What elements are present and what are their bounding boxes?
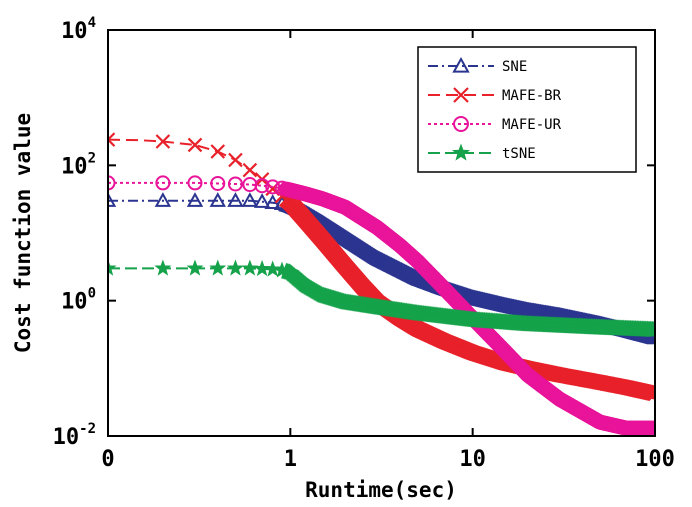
plot-frame [107,29,656,437]
data-point [187,175,203,191]
x-tick-label: 100 [635,447,675,472]
data-point [451,143,471,161]
y-axis-label: Cost function value [11,113,35,353]
data-point [210,144,226,159]
data-point [646,329,655,345]
data-point [227,192,244,207]
y-tick-label: 100 [61,286,96,315]
legend-item-mafe-ur: MAFE-UR [428,116,562,133]
legend-item-sne: SNE [428,56,527,75]
data-point [155,175,171,191]
data-point [187,137,203,153]
x-tick-label: 10 [459,447,486,472]
data-point [646,320,655,338]
data-point [226,259,244,276]
data-point [647,386,655,402]
data-point [210,175,226,191]
data-point [155,134,171,149]
y-tick-label: 102 [61,150,96,179]
data-point [227,176,243,192]
data-point [154,259,172,276]
legend-item-mafe-br: MAFE-BR [428,87,562,104]
legend-label: tSNE [502,146,536,162]
x-tick-label: 1 [284,447,297,472]
y-tick-label: 10-2 [53,421,96,450]
series-layer [108,132,655,436]
x-axis-label: Runtime(sec) [305,478,457,502]
y-tick-label: 104 [61,15,96,44]
data-point [228,152,243,168]
data-point [186,192,204,207]
legend-item-tsne: tSNE [428,143,536,162]
data-point [108,259,117,276]
data-point [254,178,270,194]
series-mafe-ur [108,175,655,436]
data-point [452,56,470,73]
data-point [253,193,271,208]
legend-label: SNE [502,59,527,75]
data-point [154,192,172,207]
legend-label: MAFE-BR [502,88,562,104]
legend-label: MAFE-UR [502,117,562,133]
data-point [453,116,469,132]
data-point [453,87,469,103]
data-point [241,192,259,207]
data-point [108,132,116,147]
data-point [209,192,226,207]
data-point [647,420,655,436]
data-point [241,259,259,276]
data-point [108,192,117,207]
data-point [108,175,116,191]
legend: SNE MAFE-BR MAFE-UR tSNE [417,46,637,173]
data-point [186,259,204,276]
data-point [209,259,227,276]
data-point [242,162,258,178]
data-point [264,260,282,277]
tick-layer: 0 1 10 100 10-2 100 102 104 [53,15,675,472]
x-tick-label: 0 [101,447,114,472]
